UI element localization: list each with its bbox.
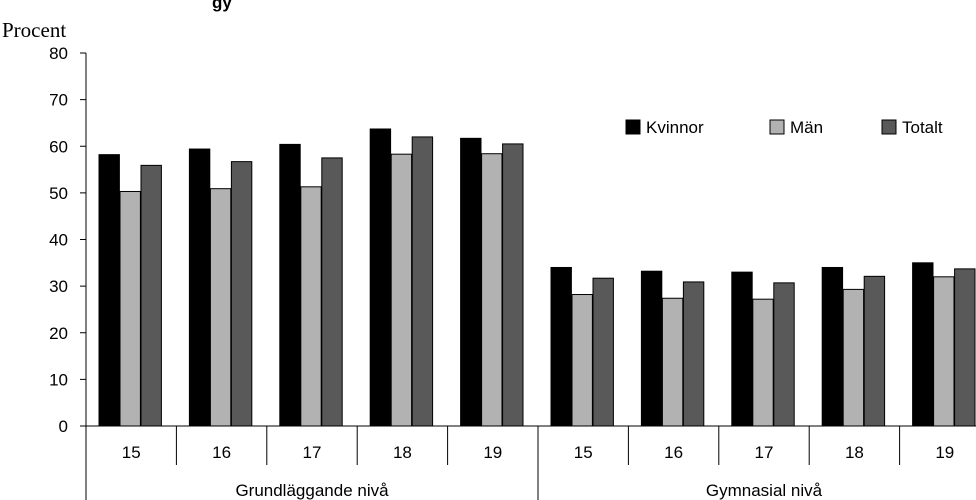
bar-kvinnor [188,148,211,427]
y-tick-label: 20 [49,324,68,343]
bar-kvinnor [369,128,392,427]
y-tick-label: 60 [49,137,68,156]
legend-swatch [625,119,641,135]
bar-kvinnor [821,266,844,427]
x-group-label: Grundläggande nivå [235,481,389,500]
bar-totalt [411,136,434,427]
bar-m-n [119,190,141,427]
y-tick-label: 0 [59,417,68,436]
y-tick-label: 30 [49,277,68,296]
bar-kvinnor [550,266,572,427]
legend-label: Kvinnor [646,118,704,137]
bar-kvinnor [640,270,663,427]
bar-m-n [209,188,232,427]
bar-totalt [682,281,705,427]
bar-m-n [481,153,503,427]
x-category-label: 18 [845,443,864,462]
bar-kvinnor [912,262,934,427]
x-category-label: 18 [393,443,412,462]
bar-kvinnor [279,143,301,427]
y-tick-label: 70 [49,91,68,110]
legend-swatch [769,119,785,135]
bar-kvinnor [460,137,482,427]
x-category-label: 16 [664,443,683,462]
y-tick-label: 80 [49,44,68,63]
x-group-label: Gymnasial nivå [706,481,823,500]
y-axis-unit-label: Procent [2,18,66,42]
x-category-label: 15 [574,443,593,462]
bar-m-n [661,297,684,427]
bar-totalt [321,157,343,427]
x-category-label: 19 [935,443,954,462]
y-tick-label: 40 [49,231,68,250]
bar-totalt [954,268,976,427]
x-category-label: 16 [212,443,231,462]
bar-m-n [752,298,774,427]
bar-totalt [863,275,886,427]
x-category-label: 19 [483,443,502,462]
bar-totalt [592,277,614,427]
bar-m-n [571,294,593,427]
x-category-label: 17 [755,443,774,462]
x-category-label: 15 [122,443,141,462]
bar-m-n [390,153,413,427]
chart-title-fragment: gy [212,0,232,12]
y-tick-label: 50 [49,184,68,203]
plot-area: 0 10 20 30 40 50 60 70 80 15 16 17 18 19 15 16 17 18 19 Gru… [49,44,976,500]
bar-totalt [140,164,162,427]
legend-label: Totalt [902,118,943,137]
legend-swatch [881,119,897,135]
legend-label: Män [790,118,823,137]
y-tick-label: 10 [49,370,68,389]
x-category-label: 17 [303,443,322,462]
bar-totalt [502,143,524,427]
bar-m-n [300,186,322,427]
bar-totalt [230,161,253,427]
bar-kvinnor [98,154,120,427]
bar-m-n [842,288,865,427]
bar-m-n [933,276,955,427]
bar-kvinnor [731,271,753,427]
bar-totalt [773,282,795,427]
